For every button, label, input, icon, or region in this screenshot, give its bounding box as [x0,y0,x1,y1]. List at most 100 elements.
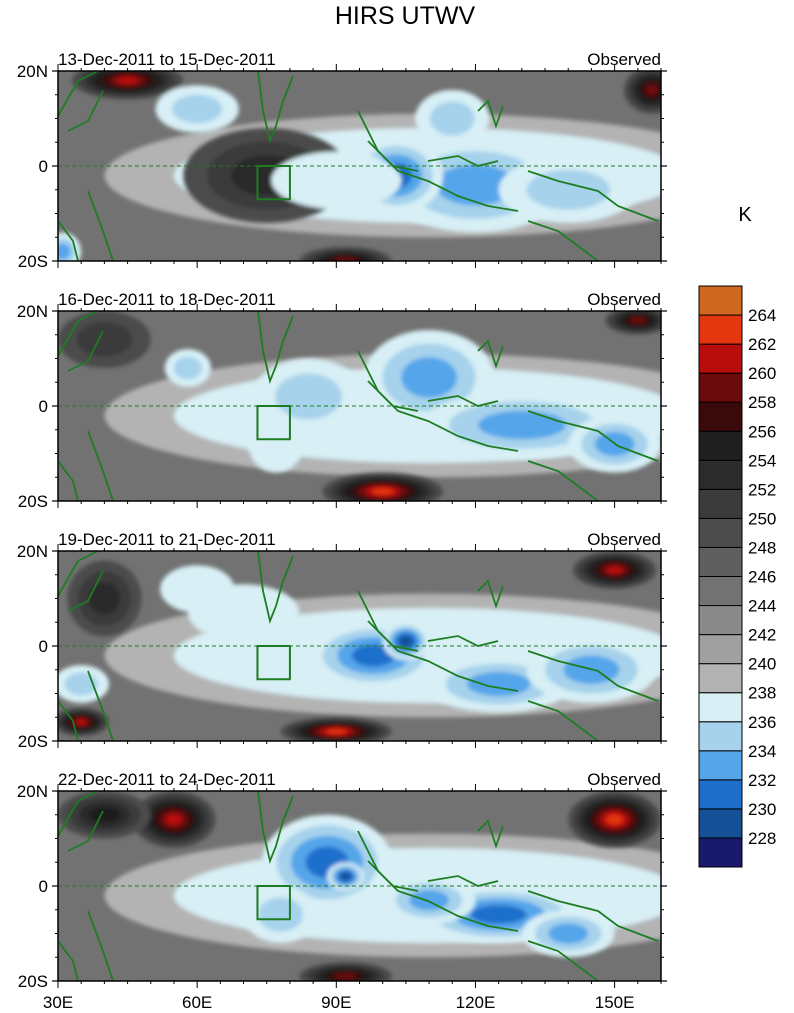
coastline [427,155,499,167]
contour-region [88,806,120,823]
contour-region [606,566,623,574]
coastline [477,819,504,849]
colorbar-swatch [698,750,743,781]
contour-region [399,636,413,647]
map-panel: 19-Dec-2011 to 21-Dec-2011 Observed 20N 0 20… [17,530,667,751]
colorbar-level-label: 230 [748,800,776,819]
contour-region [334,257,357,261]
y-tick-label: 20N [17,542,48,561]
study-box [256,645,291,681]
colorbar-swatch [698,663,743,694]
coastline [527,650,659,702]
coastline [58,940,79,981]
coastline [527,890,659,942]
y-tick-label: 0 [39,877,48,896]
coastline [367,140,419,172]
colorbar-swatch [698,808,743,839]
colorbar-level-label: 248 [748,538,776,557]
colorbar-swatch [698,837,743,868]
colorbar-level-label: 252 [748,480,776,499]
study-box [256,885,291,921]
colorbar-swatch [698,343,743,374]
map-panel: 16-Dec-2011 to 18-Dec-2011 Observed 20N 0 20… [17,290,667,511]
coastline [527,940,599,981]
y-tick-label: 20N [17,302,48,321]
contour-region [76,322,133,357]
coastline [427,635,499,647]
study-box [256,405,291,441]
colorbar-level-label: 246 [748,568,776,587]
contour-region [165,813,183,826]
colorbar-swatch [698,459,743,490]
colorbar-level-label: 250 [748,509,776,528]
contour-region [606,814,623,825]
coastline [58,700,79,741]
contour-field [58,71,661,261]
colorbar-swatch [698,546,743,578]
y-tick-label: 0 [39,637,48,656]
contour-region [548,923,589,944]
coastline [527,460,599,501]
contour-region [478,410,566,440]
colorbar: 228 230 232 234 236 238 240 242 244 246 248 250 252 2… [698,285,776,868]
coastline [87,670,114,741]
colorbar-level-label: 232 [748,771,776,790]
coastline [367,860,419,892]
contour-region [258,897,303,932]
y-tick-label: 0 [39,157,48,176]
colorbar-swatch [698,605,743,636]
panel-observed-label: Observed [587,50,661,69]
coastlines [58,551,659,741]
colorbar-swatch [698,430,743,461]
coastline [427,875,499,887]
colorbar-swatch [698,721,743,752]
x-tick-label: 60E [182,993,212,1012]
contour-region [351,644,396,667]
y-tick-label: 20N [17,62,48,81]
contour-region [340,872,351,881]
coastline [477,339,504,369]
contour-region [75,719,87,725]
colorbar-level-label: 260 [748,364,776,383]
x-tick-label: 150E [595,993,635,1012]
contour-region [275,373,342,420]
x-axis: 30E 60E 90E 120E 150E [43,993,635,1012]
contour-region [401,357,457,398]
colorbar-swatch [698,401,743,432]
colorbar-level-label: 244 [748,597,776,616]
coastline [58,791,104,852]
panel-period-label: 16-Dec-2011 to 18-Dec-2011 [58,290,276,309]
y-tick-label: 0 [39,397,48,416]
coastline [527,700,599,741]
y-tick-label: 20S [18,492,48,511]
contour-region [58,243,71,260]
contour-region [334,972,357,980]
contour-region [172,94,223,124]
colorbar-swatch [698,576,743,607]
colorbar-level-label: 258 [748,393,776,412]
panels: 13-Dec-2011 to 15-Dec-2011 Observed 20N 0 20… [17,50,667,991]
colorbar-swatch [698,779,743,810]
colorbar-unit-label: K [738,204,752,226]
coastline [367,380,419,412]
panel-period-label: 19-Dec-2011 to 21-Dec-2011 [58,530,276,549]
contour-region [326,728,347,735]
x-tick-label: 120E [456,993,496,1012]
coastline [427,395,499,407]
contour-region [470,905,527,924]
coastline [527,220,599,261]
coastline [87,910,114,981]
coastline [58,71,104,132]
colorbar-level-label: 242 [748,626,776,645]
panel-observed-label: Observed [587,530,661,549]
contour-region [88,582,121,615]
colorbar-swatch [698,634,743,665]
coastline [257,311,294,384]
coastline [58,220,79,261]
contour-region [466,671,531,697]
colorbar-swatch [698,285,743,316]
colorbar-swatch [698,372,743,403]
coastline [87,190,114,261]
colorbar-swatch [698,314,743,345]
colorbar-level-label: 264 [748,306,776,325]
